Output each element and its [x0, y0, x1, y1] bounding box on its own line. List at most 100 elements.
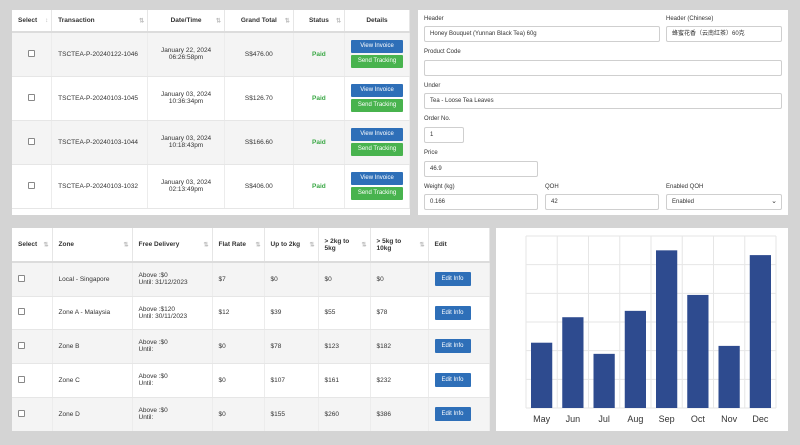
col-flat-rate[interactable]: Flat Rate ⇅	[212, 228, 265, 263]
view-invoice-button[interactable]: View Invoice	[351, 84, 403, 97]
shipping-zones-panel: Select ⇅ Zone ⇅ Free Delivery ⇅ Flat Rate ⇅ …	[12, 228, 490, 431]
row-select[interactable]	[12, 329, 53, 364]
table-row: TSCTEA-P-20240103-1032 January 03, 2024 0…	[12, 164, 410, 209]
qoh-input[interactable]: 42	[545, 194, 659, 210]
product-code-input[interactable]	[424, 60, 782, 76]
zone-name: Zone C	[52, 363, 133, 398]
table-row: TSCTEA-P-20240103-1044 January 03, 2024 1…	[12, 120, 410, 165]
weight-input[interactable]: 0.166	[424, 194, 538, 210]
x-tick-label: Dec	[752, 414, 769, 424]
2kg-to-5kg: $161	[318, 363, 371, 398]
grand-total: S$166.60	[224, 120, 294, 165]
x-tick-label: Jul	[598, 414, 610, 424]
details-cell: View Invoice Send Tracking	[344, 120, 410, 165]
col-free-delivery[interactable]: Free Delivery ⇅	[132, 228, 213, 263]
row-select[interactable]	[12, 120, 53, 165]
send-tracking-button[interactable]: Send Tracking	[351, 99, 403, 112]
edit-cell: Edit Info	[428, 363, 490, 398]
sort-icon: ⇅	[284, 18, 290, 24]
bar-aug	[624, 310, 646, 408]
row-checkbox[interactable]	[28, 49, 36, 57]
send-tracking-button[interactable]: Send Tracking	[351, 55, 403, 69]
send-tracking-button[interactable]: Send Tracking	[351, 187, 403, 200]
col-zone[interactable]: Zone ⇅	[52, 228, 133, 263]
row-checkbox[interactable]	[18, 375, 25, 383]
col-status[interactable]: Status ⇅	[293, 10, 346, 33]
table-header-row: Select ⇅ Zone ⇅ Free Delivery ⇅ Flat Rate ⇅ …	[12, 228, 490, 263]
edit-info-button[interactable]: Edit Info	[434, 339, 471, 353]
sort-icon: ⇅	[255, 242, 261, 248]
row-checkbox[interactable]	[18, 308, 25, 315]
product-code-label: Product Code	[424, 49, 461, 55]
bar-jul	[593, 353, 615, 408]
col-2kg-to-5kg[interactable]: > 2kg to 5kg ⇅	[318, 228, 371, 263]
header-chinese-input[interactable]: 蜂蜜花香（云南红茶）60克	[666, 26, 782, 42]
flat-rate: $0	[212, 397, 265, 431]
bar-oct	[687, 294, 709, 408]
col-up-to-2kg[interactable]: Up to 2kg ⇅	[264, 228, 319, 263]
table-row: Zone B Above :$0 Until: $0 $78 $123 $182 …	[12, 329, 490, 364]
edit-info-button[interactable]: Edit Info	[434, 305, 471, 320]
header-input[interactable]: Honey Bouquet (Yunnan Black Tea) 60g	[424, 26, 660, 42]
details-cell: View Invoice Send Tracking	[344, 32, 410, 77]
flat-rate: $0	[212, 329, 265, 364]
price-input[interactable]: 46.9	[424, 161, 538, 177]
transactions-table: Select ↕ Transaction ⇅ Date/Time ⇅ Grand To…	[12, 10, 410, 209]
edit-info-button[interactable]: Edit Info	[434, 407, 471, 421]
send-tracking-button[interactable]: Send Tracking	[351, 143, 403, 156]
row-select[interactable]	[12, 397, 53, 431]
transaction-datetime: January 03, 2024 10:36:34pm	[147, 76, 225, 121]
5kg-to-10kg: $182	[370, 329, 429, 364]
flat-rate: $0	[212, 363, 265, 398]
transaction-id: TSCTEA-P-20240103-1045	[51, 76, 149, 121]
transaction-id: TSCTEA-P-20240103-1044	[51, 120, 149, 165]
row-select[interactable]	[12, 32, 53, 77]
row-select[interactable]	[12, 76, 53, 121]
row-checkbox[interactable]	[28, 137, 36, 145]
col-grand-total[interactable]: Grand Total ⇅	[224, 10, 294, 33]
row-select[interactable]	[12, 296, 53, 330]
transaction-datetime: January 03, 2024 02:13:49pm	[147, 164, 225, 209]
col-datetime[interactable]: Date/Time ⇅	[147, 10, 225, 33]
edit-info-button[interactable]: Edit Info	[434, 272, 471, 287]
row-checkbox[interactable]	[18, 274, 25, 282]
zone-name: Zone A - Malaysia	[52, 296, 133, 330]
view-invoice-button[interactable]: View Invoice	[351, 128, 403, 141]
details-cell: View Invoice Send Tracking	[344, 164, 410, 209]
transactions-panel: Select ↕ Transaction ⇅ Date/Time ⇅ Grand To…	[12, 10, 410, 215]
details-cell: View Invoice Send Tracking	[344, 76, 410, 121]
row-checkbox[interactable]	[28, 93, 36, 101]
weight-label: Weight (kg)	[424, 184, 455, 190]
table-header-row: Select ↕ Transaction ⇅ Date/Time ⇅ Grand To…	[12, 10, 410, 33]
col-transaction[interactable]: Transaction ⇅	[51, 10, 149, 33]
view-invoice-button[interactable]: View Invoice	[351, 172, 403, 185]
order-no-input[interactable]: 1	[424, 127, 464, 143]
row-checkbox[interactable]	[18, 409, 25, 417]
5kg-to-10kg: $386	[370, 397, 429, 431]
under-select[interactable]: Tea - Loose Tea Leaves	[424, 93, 782, 109]
view-invoice-button[interactable]: View Invoice	[351, 40, 403, 54]
row-checkbox[interactable]	[18, 341, 25, 349]
x-tick-label: May	[533, 414, 551, 424]
zone-name: Zone D	[52, 397, 133, 431]
enabled-qoh-label: Enabled QOH	[666, 184, 704, 190]
row-select[interactable]	[12, 164, 53, 209]
row-checkbox[interactable]	[28, 181, 36, 189]
x-tick-label: Sep	[659, 414, 675, 424]
status-badge: Paid	[293, 164, 346, 209]
bar-sep	[656, 250, 678, 408]
col-select[interactable]: Select ⇅	[12, 228, 53, 263]
edit-info-button[interactable]: Edit Info	[434, 373, 471, 387]
col-select[interactable]: Select ↕	[12, 10, 53, 33]
up-to-2kg: $78	[264, 329, 319, 364]
2kg-to-5kg: $123	[318, 329, 371, 364]
edit-cell: Edit Info	[428, 329, 490, 364]
table-row: Zone D Above :$0 Until: $0 $155 $260 $386…	[12, 397, 490, 431]
shipping-zones-table: Select ⇅ Zone ⇅ Free Delivery ⇅ Flat Rate ⇅ …	[12, 228, 490, 431]
chevron-down-icon: ⌄	[771, 198, 777, 205]
col-5kg-to-10kg[interactable]: > 5kg to 10kg ⇅	[370, 228, 429, 263]
row-select[interactable]	[12, 262, 53, 297]
status-badge: Paid	[293, 32, 346, 77]
row-select[interactable]	[12, 363, 53, 398]
enabled-qoh-select[interactable]: Enabled ⌄	[666, 194, 782, 210]
